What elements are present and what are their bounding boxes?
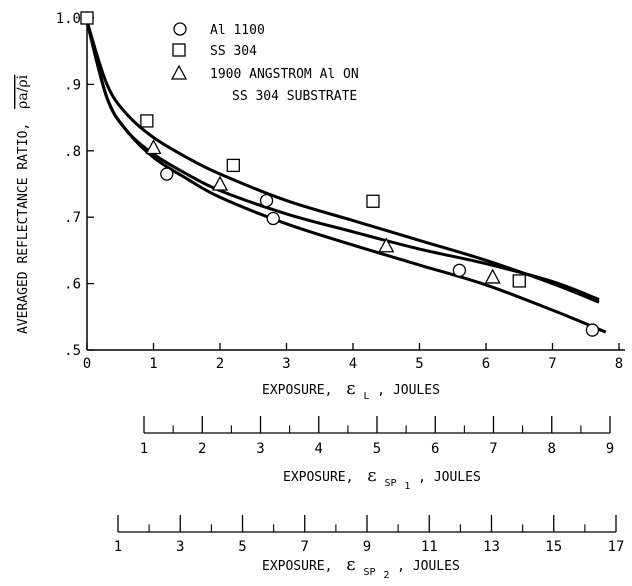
x-tick-label: 6 xyxy=(482,356,490,372)
y-tick-label: .7 xyxy=(64,210,81,226)
point-square xyxy=(140,114,154,128)
x-tick-label: 2 xyxy=(216,356,224,372)
legend-label-triangle-2: SS 304 SUBSTRATE xyxy=(232,89,357,104)
sp2-label-symbol: ε xyxy=(346,554,355,575)
secondary-tick-label: 13 xyxy=(483,539,500,555)
x-tick-label: 8 xyxy=(615,356,623,372)
point-triangle xyxy=(211,175,229,191)
fit-curve-2 xyxy=(85,20,600,301)
legend-marker-circle xyxy=(173,22,187,36)
sp2-label-suffix: , JOULES xyxy=(397,559,460,574)
y-tick-label: .6 xyxy=(64,277,81,293)
secondary-tick-label: 17 xyxy=(608,539,625,555)
fit-curve-1 xyxy=(85,20,600,304)
secondary-tick-label: 11 xyxy=(421,539,438,555)
x-axis-label-sub: L xyxy=(363,391,369,402)
sp1-label-sub: SP xyxy=(384,478,396,489)
y-tick-label: .5 xyxy=(64,343,81,359)
x-axis-label-prefix: EXPOSURE, xyxy=(262,383,332,398)
secondary-tick-label: 4 xyxy=(315,441,323,457)
sp1-label-sub2: 1 xyxy=(404,481,410,492)
point-circle xyxy=(266,211,280,226)
data-points xyxy=(80,11,600,337)
secondary-tick-label: 3 xyxy=(256,441,264,457)
sp1-label-prefix: EXPOSURE, xyxy=(283,470,353,485)
legend-label-triangle-1: 1900 ANGSTROM Al ON xyxy=(210,67,359,82)
sp1-label-suffix: , JOULES xyxy=(418,470,481,485)
x-tick-label: 3 xyxy=(282,356,290,372)
secondary-tick-label: 2 xyxy=(198,441,206,457)
y-axis-label: AVERAGED REFLECTANCE RATIO, ρa/ρi xyxy=(15,74,31,334)
point-square xyxy=(366,194,380,208)
legend-marker-square xyxy=(172,43,186,57)
secondary-tick-label: 9 xyxy=(606,441,614,457)
x-ticks: 0 1 2 3 4 5 6 7 8 xyxy=(83,343,623,372)
point-square xyxy=(226,158,240,173)
legend-label-al1100: Al 1100 xyxy=(210,23,265,38)
x-tick-label: 7 xyxy=(548,356,556,372)
x-tick-label: 0 xyxy=(83,356,91,372)
secondary-tick-label: 5 xyxy=(373,441,381,457)
sp2-label-prefix: EXPOSURE, xyxy=(262,559,332,574)
y-tick-label: 1.0 xyxy=(56,11,81,27)
sp2-label-sub2: 2 xyxy=(383,570,389,581)
point-triangle xyxy=(145,139,162,155)
secondary-tick-label: 15 xyxy=(545,539,562,555)
sp1-ticks: 1 2 3 4 5 6 7 8 9 xyxy=(140,416,614,457)
y-axis-label-symbol: ρa/ρi xyxy=(15,74,31,109)
point-triangle xyxy=(484,268,501,284)
x-tick-label: 4 xyxy=(349,356,357,372)
secondary-tick-label: 9 xyxy=(363,539,371,555)
point-circle xyxy=(452,263,467,277)
sp1-axis-label: EXPOSURE, ε SP 1 , JOULES xyxy=(283,465,481,493)
point-circle xyxy=(585,323,600,337)
secondary-tick-label: 3 xyxy=(176,539,184,555)
y-ticks: .5 .6 .7 .8 .9 1.0 xyxy=(56,11,94,359)
secondary-tick-label: 7 xyxy=(301,539,309,555)
secondary-tick-label: 7 xyxy=(489,441,497,457)
point-square xyxy=(80,11,94,25)
x-tick-label: 1 xyxy=(149,356,157,372)
y-axis-label-text: AVERAGED REFLECTANCE RATIO, xyxy=(16,123,31,334)
y-tick-label: .8 xyxy=(64,144,81,160)
secondary-tick-label: 5 xyxy=(238,539,246,555)
x-tick-label: 5 xyxy=(415,356,423,372)
fit-curve-3 xyxy=(85,20,607,334)
legend: Al 1100 SS 304 1900 ANGSTROM Al ON SS 30… xyxy=(170,22,359,104)
secondary-tick-label: 8 xyxy=(548,441,556,457)
x-axis-label-symbol: ε xyxy=(346,378,355,399)
sp1-label-symbol: ε xyxy=(367,465,376,486)
point-square xyxy=(512,274,526,288)
legend-label-ss304: SS 304 xyxy=(210,44,257,59)
point-circle xyxy=(160,167,174,181)
sp2-axis-label: EXPOSURE, ε SP 2 , JOULES xyxy=(262,554,460,582)
sp2-label-sub: SP xyxy=(363,567,375,578)
sp2-ticks: 1 3 5 7 9 11 13 15 17 xyxy=(114,515,625,555)
secondary-tick-label: 6 xyxy=(431,441,439,457)
x-axis-label: EXPOSURE, ε L , JOULES xyxy=(262,378,440,403)
secondary-tick-label: 1 xyxy=(140,441,148,457)
legend-marker-triangle xyxy=(170,64,188,80)
point-circle xyxy=(259,193,274,208)
secondary-tick-label: 1 xyxy=(114,539,122,555)
y-tick-label: .9 xyxy=(64,77,81,93)
point-triangle xyxy=(378,237,395,253)
x-axis-label-suffix: , JOULES xyxy=(377,383,440,398)
